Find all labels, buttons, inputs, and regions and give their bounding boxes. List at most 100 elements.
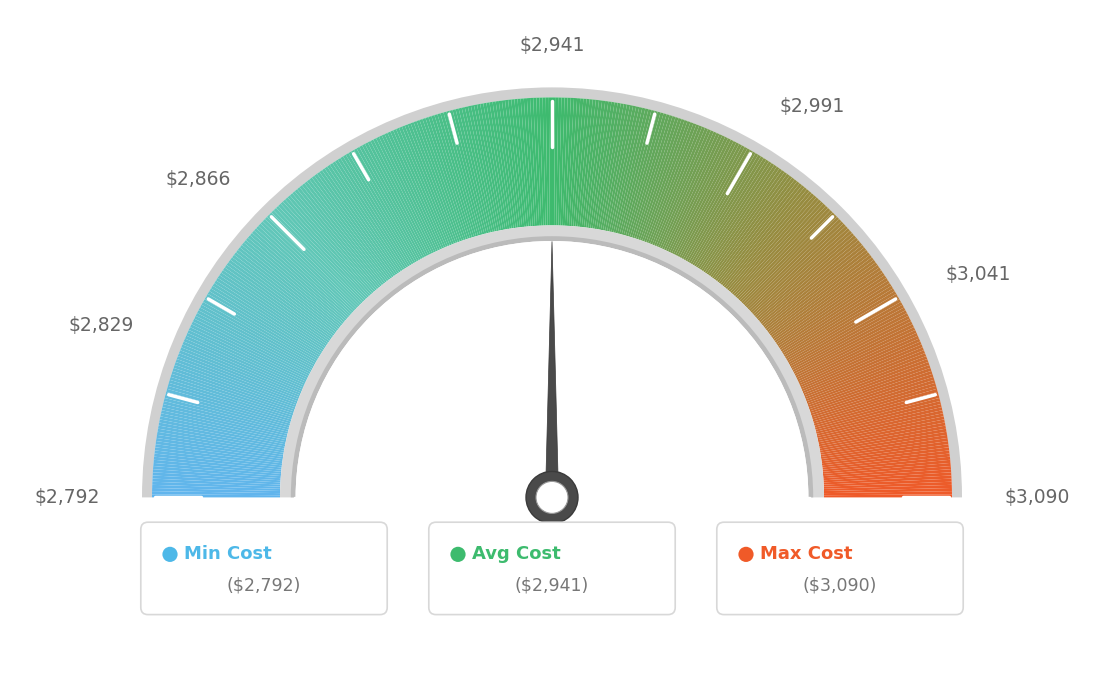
- Wedge shape: [800, 335, 920, 389]
- Wedge shape: [670, 137, 728, 253]
- Wedge shape: [533, 98, 541, 226]
- Wedge shape: [788, 299, 901, 364]
- Wedge shape: [152, 479, 280, 486]
- Wedge shape: [216, 278, 325, 350]
- Wedge shape: [729, 193, 814, 292]
- Wedge shape: [565, 98, 574, 226]
- Wedge shape: [715, 177, 795, 282]
- Wedge shape: [725, 189, 809, 289]
- Wedge shape: [586, 101, 605, 228]
- Wedge shape: [824, 494, 952, 497]
- Wedge shape: [783, 286, 893, 355]
- Wedge shape: [382, 134, 438, 251]
- Wedge shape: [204, 297, 317, 363]
- Wedge shape: [152, 472, 280, 482]
- Wedge shape: [822, 457, 951, 472]
- Wedge shape: [349, 152, 415, 264]
- Wedge shape: [724, 187, 807, 288]
- Wedge shape: [311, 176, 391, 280]
- Wedge shape: [556, 97, 562, 226]
- Wedge shape: [523, 98, 535, 226]
- Wedge shape: [449, 110, 485, 235]
- Wedge shape: [156, 438, 283, 459]
- Wedge shape: [502, 100, 520, 228]
- Wedge shape: [545, 97, 550, 226]
- Wedge shape: [434, 114, 474, 237]
- Wedge shape: [798, 327, 915, 384]
- Wedge shape: [287, 195, 374, 293]
- Wedge shape: [307, 179, 388, 282]
- Wedge shape: [384, 133, 440, 250]
- Wedge shape: [474, 104, 501, 230]
- Wedge shape: [263, 219, 357, 310]
- Wedge shape: [824, 482, 952, 489]
- Wedge shape: [709, 170, 785, 276]
- Wedge shape: [799, 330, 916, 386]
- Circle shape: [162, 546, 178, 562]
- Wedge shape: [428, 116, 470, 239]
- Wedge shape: [800, 333, 917, 387]
- Wedge shape: [811, 377, 934, 417]
- Wedge shape: [684, 148, 751, 261]
- Wedge shape: [340, 157, 410, 266]
- Wedge shape: [813, 383, 936, 422]
- Wedge shape: [190, 324, 307, 382]
- Wedge shape: [794, 313, 909, 374]
- Wedge shape: [643, 120, 688, 242]
- Circle shape: [450, 546, 466, 562]
- Wedge shape: [772, 262, 878, 339]
- Wedge shape: [821, 441, 948, 461]
- Wedge shape: [152, 491, 280, 495]
- Wedge shape: [461, 107, 492, 233]
- Text: $3,041: $3,041: [945, 265, 1010, 284]
- Wedge shape: [338, 158, 408, 268]
- Wedge shape: [180, 347, 300, 397]
- Wedge shape: [683, 147, 747, 260]
- Wedge shape: [351, 150, 417, 262]
- Wedge shape: [790, 305, 904, 368]
- Wedge shape: [499, 101, 518, 228]
- Wedge shape: [163, 401, 288, 434]
- Wedge shape: [159, 422, 285, 448]
- Text: ($2,792): ($2,792): [226, 577, 301, 595]
- Wedge shape: [654, 127, 705, 246]
- Wedge shape: [743, 213, 835, 305]
- Wedge shape: [153, 457, 282, 472]
- Wedge shape: [201, 302, 315, 366]
- Wedge shape: [563, 98, 571, 226]
- Wedge shape: [453, 109, 487, 234]
- Wedge shape: [157, 435, 284, 457]
- Wedge shape: [644, 121, 690, 242]
- Wedge shape: [761, 240, 860, 324]
- Wedge shape: [567, 98, 577, 226]
- Wedge shape: [822, 463, 951, 476]
- Wedge shape: [722, 185, 805, 286]
- Wedge shape: [796, 322, 913, 380]
- Wedge shape: [188, 330, 305, 386]
- Wedge shape: [293, 191, 376, 290]
- Wedge shape: [229, 259, 333, 337]
- Wedge shape: [757, 235, 857, 321]
- Wedge shape: [792, 308, 905, 370]
- Wedge shape: [624, 112, 660, 235]
- Wedge shape: [444, 112, 480, 235]
- Wedge shape: [656, 128, 708, 247]
- Wedge shape: [158, 428, 284, 453]
- Wedge shape: [577, 99, 593, 227]
- Wedge shape: [601, 104, 627, 230]
- Wedge shape: [182, 342, 301, 393]
- Wedge shape: [242, 242, 342, 326]
- Wedge shape: [821, 438, 948, 459]
- Wedge shape: [817, 410, 943, 440]
- Wedge shape: [234, 253, 337, 333]
- Wedge shape: [393, 129, 446, 248]
- Wedge shape: [818, 413, 944, 442]
- Wedge shape: [420, 119, 464, 241]
- Wedge shape: [824, 488, 952, 493]
- Wedge shape: [399, 127, 450, 246]
- Circle shape: [739, 546, 754, 562]
- Wedge shape: [773, 265, 879, 341]
- Wedge shape: [619, 110, 655, 235]
- Wedge shape: [803, 342, 922, 393]
- Wedge shape: [703, 165, 777, 273]
